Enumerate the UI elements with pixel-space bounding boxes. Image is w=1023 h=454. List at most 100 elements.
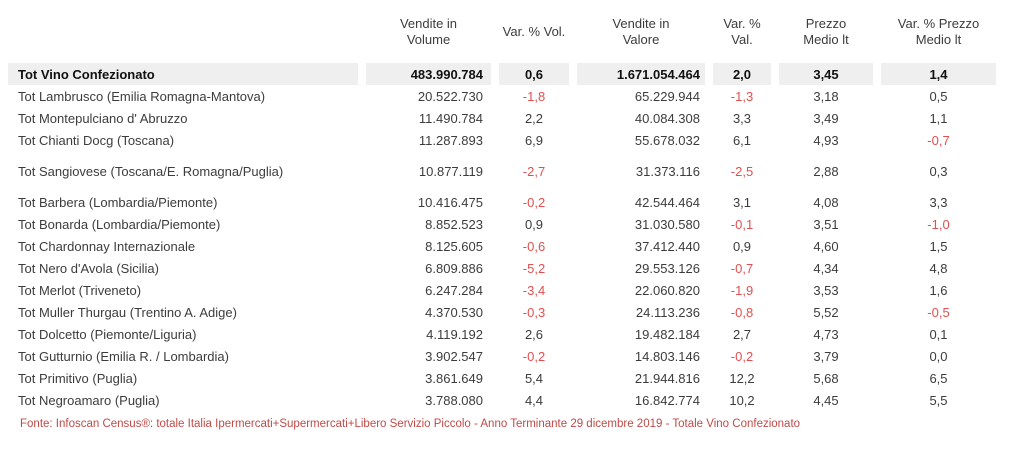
cell-label: Tot Dolcetto (Piemonte/Liguria) [18, 326, 197, 342]
cell-volume: 8.852.523 [425, 216, 483, 232]
cell-var_prezzo: 1,4 [881, 63, 996, 85]
wine-sales-table: Vendite in Volume Var. % Vol. Vendite in Val… [0, 8, 1004, 411]
cell-var_vol: 5,4 [524, 370, 544, 386]
table-row: Tot Sangiovese (Toscana/E. Romagna/Pugli… [8, 160, 996, 182]
cell-label: Tot Bonarda (Lombardia/Piemonte) [18, 216, 221, 232]
cell-var_prezzo: -0,5 [927, 304, 950, 320]
cell-label: Tot Barbera (Lombardia/Piemonte) [18, 194, 218, 210]
cell-volume: 8.125.605 [425, 238, 483, 254]
cell-valore: 37.412.440 [634, 238, 700, 254]
column-header-prezzo: Prezzo Medio lt [803, 15, 849, 47]
table-row: Tot Montepulciano d' Abruzzo 11.490.784 2,… [8, 107, 996, 129]
row-spacer-cell [8, 182, 996, 191]
cell-prezzo: 4,08 [813, 194, 839, 210]
cell-label: Tot Chianti Docg (Toscana) [18, 132, 175, 148]
cell-prezzo: 5,68 [813, 370, 839, 386]
cell-volume: 20.522.730 [417, 88, 483, 104]
cell-var_prezzo: 0,1 [929, 326, 948, 342]
cell-prezzo: 4,60 [813, 238, 839, 254]
row-spacer [8, 56, 996, 63]
cell-var_val: 10,2 [729, 392, 755, 408]
cell-label: Tot Primitivo (Puglia) [18, 370, 138, 386]
cell-valore: 14.803.146 [634, 348, 700, 364]
column-header-var_vol: Var. % Vol. [502, 23, 566, 39]
cell-label: Tot Gutturnio (Emilia R. / Lombardia) [18, 348, 229, 364]
cell-valore: 24.113.236 [635, 304, 700, 320]
cell-var_vol: 2,2 [524, 110, 544, 126]
cell-var_vol: -0,3 [522, 304, 546, 320]
table-row: Tot Barbera (Lombardia/Piemonte) 10.416.4… [8, 191, 996, 213]
cell-volume: 3.861.649 [425, 370, 483, 386]
cell-var_vol: -0,2 [522, 348, 546, 364]
table-row: Tot Bonarda (Lombardia/Piemonte) 8.852.52… [8, 213, 996, 235]
cell-var_prezzo: 5,5 [929, 392, 948, 408]
cell-var_vol: -1,8 [522, 88, 546, 104]
cell-var_prezzo: 0,0 [929, 348, 948, 364]
table-row: Tot Chardonnay Internazionale 8.125.605 -0… [8, 235, 996, 257]
cell-volume: 11.287.893 [418, 132, 483, 148]
cell-label: Tot Sangiovese (Toscana/E. Romagna/Pugli… [18, 163, 284, 179]
cell-var_val: -0,8 [730, 304, 754, 320]
table-body: Tot Vino Confezionato 483.990.784 0,6 1.671… [8, 56, 996, 411]
cell-valore: 31.030.580 [634, 216, 700, 232]
cell-var_val: -0,7 [730, 260, 754, 276]
cell-var_val: 12,2 [729, 370, 755, 386]
cell-prezzo: 2,88 [813, 163, 839, 179]
cell-volume: 11.490.784 [418, 110, 483, 126]
table-row: Tot Dolcetto (Piemonte/Liguria) 4.119.192… [8, 323, 996, 345]
table-header: Vendite in Volume Var. % Vol. Vendite in Val… [8, 8, 996, 56]
cell-var_val: -0,2 [730, 348, 754, 364]
cell-var_vol: -5,2 [522, 260, 546, 276]
cell-var_prezzo: -0,7 [927, 132, 950, 148]
cell-var_prezzo: 1,1 [929, 110, 948, 126]
cell-var_prezzo: 3,3 [929, 194, 948, 210]
cell-var_val: 3,1 [732, 194, 752, 210]
cell-var_prezzo: 0,3 [929, 163, 948, 179]
cell-prezzo: 3,18 [813, 88, 839, 104]
cell-valore: 31.373.116 [635, 163, 700, 179]
table-row: Tot Negroamaro (Puglia) 3.788.080 4,4 16.84… [8, 389, 996, 411]
table-row: Tot Primitivo (Puglia) 3.861.649 5,4 21.944… [8, 367, 996, 389]
cell-var_val: -1,9 [730, 282, 754, 298]
cell-var_vol: -0,6 [522, 238, 546, 254]
cell-prezzo: 3,51 [813, 216, 839, 232]
cell-prezzo: 4,73 [813, 326, 839, 342]
cell-var_val: 2,0 [713, 63, 771, 85]
cell-prezzo: 5,52 [813, 304, 839, 320]
cell-volume: 6.247.284 [425, 282, 483, 298]
cell-volume: 4.119.192 [426, 326, 483, 342]
cell-var_val: 0,9 [732, 238, 752, 254]
cell-valore: 42.544.464 [634, 194, 700, 210]
cell-var_prezzo: 1,5 [929, 238, 948, 254]
cell-var_vol: 6,9 [524, 132, 544, 148]
column-header-var_prezzo: Var. % Prezzo Medio lt [897, 15, 980, 47]
cell-var_val: -0,1 [730, 216, 754, 232]
cell-label: Tot Merlot (Triveneto) [18, 282, 142, 298]
cell-valore: 65.229.944 [634, 88, 700, 104]
cell-label: Tot Muller Thurgau (Trentino A. Adige) [18, 304, 237, 320]
cell-var_val: -1,3 [730, 88, 754, 104]
cell-volume: 4.370.530 [425, 304, 483, 320]
cell-valore: 16.842.774 [634, 392, 700, 408]
cell-var_vol: 2,6 [524, 326, 544, 342]
cell-var_vol: 0,9 [524, 216, 544, 232]
cell-volume: 3.788.080 [425, 392, 483, 408]
cell-var_vol: 0,6 [499, 63, 569, 85]
cell-valore: 40.084.308 [634, 110, 700, 126]
row-spacer-cell [8, 56, 996, 63]
cell-volume: 3.902.547 [425, 348, 483, 364]
cell-var_vol: -3,4 [522, 282, 546, 298]
cell-prezzo: 3,49 [813, 110, 839, 126]
cell-label: Tot Montepulciano d' Abruzzo [18, 110, 188, 126]
cell-var_val: 6,1 [732, 132, 752, 148]
table-row: Tot Chianti Docg (Toscana) 11.287.893 6,9 5… [8, 129, 996, 151]
table-row: Tot Muller Thurgau (Trentino A. Adige) 4.… [8, 301, 996, 323]
column-header-volume: Vendite in Volume [399, 15, 458, 47]
cell-var_prezzo: -1,0 [927, 216, 950, 232]
cell-valore: 29.553.126 [634, 260, 700, 276]
cell-valore: 1.671.054.464 [577, 63, 705, 85]
cell-prezzo: 3,79 [813, 348, 839, 364]
cell-volume: 10.877.119 [418, 163, 483, 179]
column-header-valore: Vendite in Valore [612, 15, 670, 47]
